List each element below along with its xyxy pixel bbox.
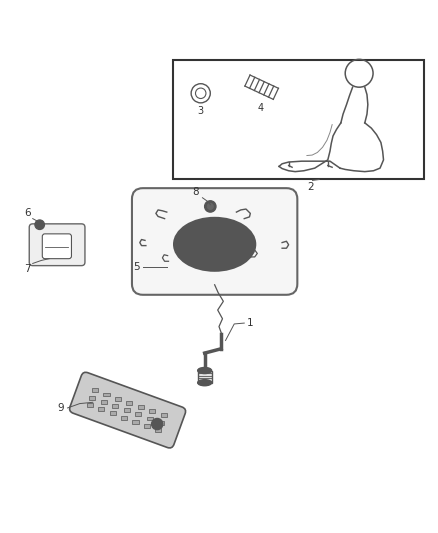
Ellipse shape <box>199 229 239 254</box>
Ellipse shape <box>174 218 255 270</box>
Bar <box>115 397 121 401</box>
FancyBboxPatch shape <box>132 188 297 295</box>
Bar <box>92 389 98 392</box>
FancyBboxPatch shape <box>70 372 186 448</box>
Circle shape <box>207 204 213 209</box>
Bar <box>89 395 95 400</box>
Bar <box>103 392 110 397</box>
Bar <box>144 424 150 428</box>
Bar <box>98 407 104 411</box>
FancyBboxPatch shape <box>42 234 71 259</box>
Bar <box>112 404 118 408</box>
Text: 8: 8 <box>193 187 199 197</box>
Ellipse shape <box>206 233 232 249</box>
Text: 2: 2 <box>307 182 314 192</box>
Circle shape <box>205 201 216 212</box>
Bar <box>147 417 153 421</box>
Bar <box>101 400 107 404</box>
Bar <box>124 408 130 412</box>
Bar <box>110 411 116 415</box>
Text: 1: 1 <box>247 318 254 328</box>
Circle shape <box>37 222 42 228</box>
Bar <box>158 421 164 425</box>
Circle shape <box>35 220 45 230</box>
Bar <box>87 403 93 407</box>
Circle shape <box>154 421 161 427</box>
Text: 3: 3 <box>198 107 204 116</box>
Bar <box>149 409 155 413</box>
Text: 4: 4 <box>258 103 264 113</box>
Text: 6: 6 <box>24 208 31 218</box>
Bar <box>127 401 132 405</box>
Bar <box>132 420 138 424</box>
Bar <box>138 405 144 409</box>
Text: 5: 5 <box>133 262 140 271</box>
Circle shape <box>152 418 163 430</box>
Bar <box>173 60 424 180</box>
Bar <box>135 413 141 416</box>
Bar <box>161 414 167 417</box>
Ellipse shape <box>198 367 212 374</box>
Bar <box>198 370 212 383</box>
Ellipse shape <box>198 379 212 386</box>
Ellipse shape <box>181 223 248 265</box>
FancyBboxPatch shape <box>29 224 85 265</box>
Text: 9: 9 <box>58 403 64 413</box>
Bar <box>155 428 162 432</box>
Bar <box>121 416 127 419</box>
Text: 7: 7 <box>24 264 31 274</box>
